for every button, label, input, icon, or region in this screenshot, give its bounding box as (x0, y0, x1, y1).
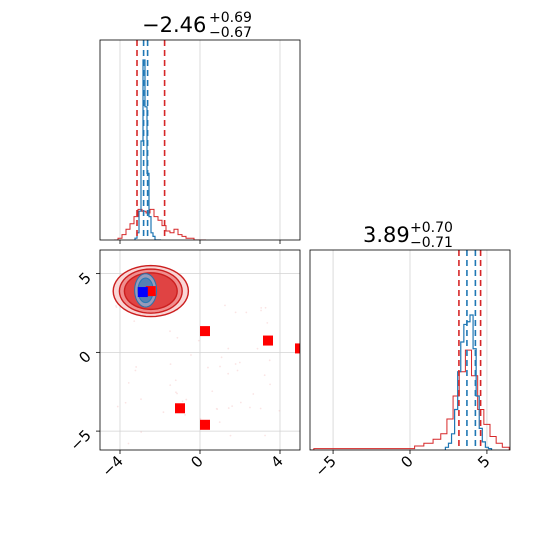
joint-sample-point (266, 322, 269, 324)
marginal-y-panel: −5 0 5 3.89 +0.70 −0.71 (309, 220, 511, 480)
marginal-y-ticks: −5 0 5 (312, 450, 494, 480)
joint-plot-area (112, 264, 300, 445)
joint-sample-point (127, 442, 130, 445)
joint-sample-point (269, 383, 271, 386)
joint-sample-point (239, 401, 242, 404)
joint-sample-point (185, 398, 188, 401)
joint-sample-point (190, 354, 192, 356)
joint-red-marker-0 (145, 286, 156, 297)
joint-sample-point (238, 361, 241, 364)
joint-sample-point (264, 306, 267, 309)
joint-sample-point (224, 304, 226, 307)
joint-sample-point (134, 369, 137, 372)
joint-ytick-label-1: 0 (75, 347, 94, 366)
joint-sample-point (256, 347, 259, 350)
joint-sample-point (169, 384, 172, 387)
marginal-x-grid (119, 40, 281, 240)
marginal-y-title-plus: +0.70 (410, 220, 453, 236)
joint-sample-point (115, 305, 117, 307)
joint-sample-point (278, 409, 281, 412)
joint-sample-point (211, 390, 214, 393)
joint-xtick-label-0: −4 (98, 452, 126, 480)
joint-sample-point (133, 320, 136, 323)
marginal-x-plot-area (114, 40, 206, 240)
joint-red-marker-5 (200, 419, 210, 430)
joint-sample-point (260, 309, 262, 312)
joint-sample-point (174, 379, 177, 382)
joint-sample-point (199, 418, 202, 420)
joint-sample-point (252, 393, 255, 395)
marginal-x-title-minus: −0.67 (209, 25, 252, 41)
marginal-y-title-value: 3.89 (363, 223, 410, 247)
joint-sample-point (218, 421, 221, 424)
joint-sample-point (227, 407, 230, 409)
joint-sample-point (197, 339, 200, 342)
joint-sample-point (216, 408, 219, 410)
joint-sample-point (127, 381, 130, 384)
marginal-y-grid (332, 250, 488, 450)
joint-red-marker-1 (200, 326, 210, 337)
joint-sample-point (140, 398, 142, 401)
joint-sample-point (175, 391, 177, 394)
joint-sample-point (207, 366, 209, 369)
joint-sample-point (124, 401, 127, 404)
marginal-x-red-histogram (114, 208, 206, 240)
marginal-y-blue-histogram (444, 314, 493, 450)
joint-sample-point (176, 392, 178, 395)
joint-sample-point (162, 411, 165, 414)
joint-sample-point (116, 405, 119, 408)
marginal-x-title-value: −2.46 (142, 13, 206, 37)
joint-sample-point (176, 336, 179, 339)
marginal-x-title: −2.46 (142, 13, 206, 37)
joint-sample-point (231, 405, 234, 408)
joint-sample-point (268, 359, 271, 362)
joint-panel: −4 0 4 −5 0 5 (66, 249, 301, 480)
joint-sample-point (169, 363, 172, 366)
marginal-x-panel: −2.46 +0.69 −0.67 (99, 10, 301, 244)
joint-sample-point (135, 366, 138, 368)
joint-sample-point (229, 434, 232, 437)
joint-sample-point (234, 363, 237, 365)
joint-red-marker-3 (295, 343, 300, 354)
marginal-x-title-plus: +0.69 (209, 10, 252, 26)
joint-xtick-label-2: 4 (267, 452, 286, 471)
joint-sample-point (264, 434, 266, 437)
joint-samples (115, 304, 281, 445)
joint-sample-point (169, 330, 171, 333)
joint-red-marker-4 (175, 403, 185, 414)
joint-sample-point (263, 374, 266, 377)
marginal-y-xtick-label-0: −5 (312, 452, 340, 480)
joint-red-marker-2 (263, 335, 273, 346)
joint-xtick-label-1: 0 (187, 452, 206, 471)
joint-sample-point (260, 306, 263, 309)
marginal-x-blue-histogram (134, 59, 161, 240)
joint-sample-point (236, 369, 239, 372)
joint-sample-point (245, 311, 248, 314)
marginal-y-xtick-label-1: 0 (397, 452, 416, 471)
joint-sample-point (115, 306, 118, 309)
joint-sample-point (220, 356, 223, 359)
joint-ytick-label-2: 5 (75, 269, 94, 288)
joint-sample-point (259, 407, 262, 410)
marginal-y-title-minus: −0.71 (410, 235, 453, 251)
joint-sample-point (219, 365, 221, 368)
joint-ytick-label-0: −5 (66, 426, 94, 454)
marginal-y-plot-area (310, 250, 510, 450)
joint-sample-point (227, 347, 230, 350)
marginal-y-xtick-label-2: 5 (474, 452, 493, 471)
joint-sample-point (181, 400, 184, 403)
joint-sample-point (227, 372, 230, 375)
marginal-y-title: 3.89 (363, 223, 410, 247)
joint-sample-point (184, 413, 187, 416)
joint-blue-marker-0 (137, 287, 148, 298)
joint-sample-point (215, 407, 218, 410)
joint-sample-point (249, 406, 251, 409)
joint-sample-point (234, 311, 237, 314)
joint-sample-point (140, 431, 143, 433)
marginal-x-ticks (119, 240, 281, 244)
